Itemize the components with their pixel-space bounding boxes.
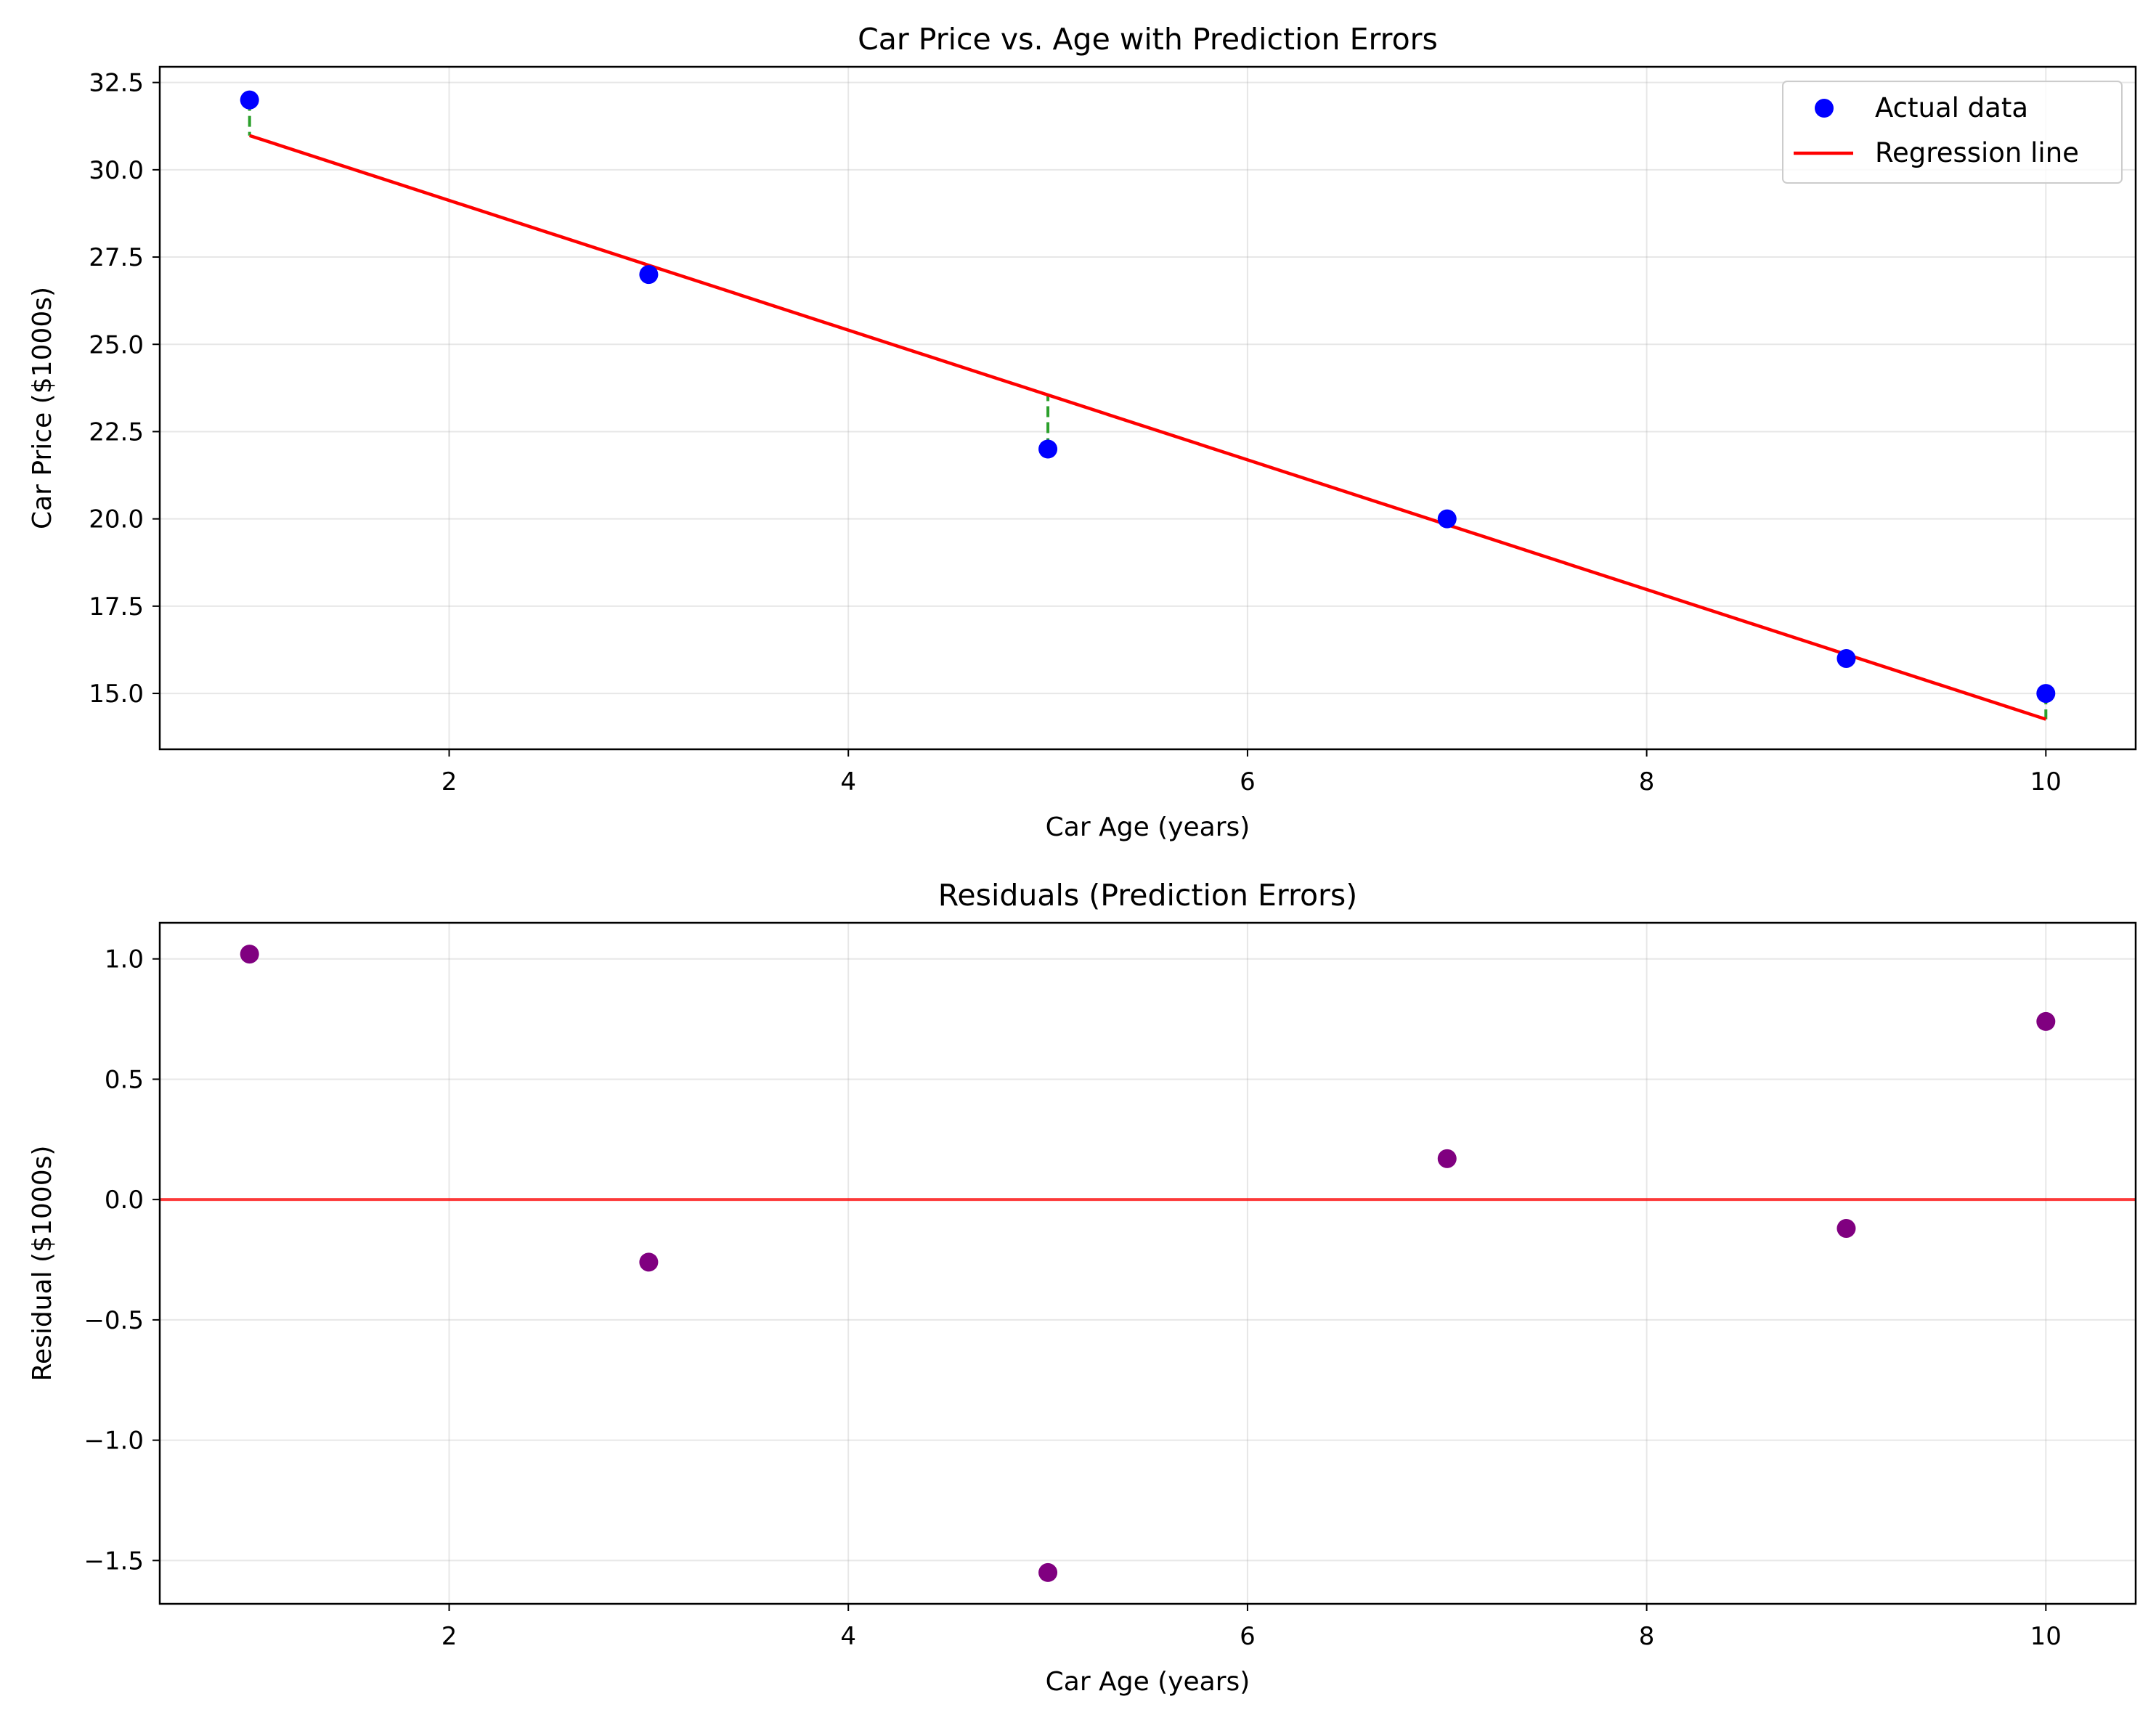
x-tick-label: 4 <box>840 1622 856 1651</box>
data-point <box>1437 1149 1457 1168</box>
chart-title: Car Price vs. Age with Prediction Errors <box>858 22 1438 57</box>
data-point <box>1038 439 1058 459</box>
legend: Actual data Regression line <box>1782 81 2123 184</box>
y-tick-label: 15.0 <box>89 680 144 709</box>
x-tick-label: 8 <box>1639 767 1655 796</box>
y-tick-label: 1.0 <box>105 945 144 974</box>
axes-frame <box>158 921 2137 1605</box>
y-tick-label: 27.5 <box>89 243 144 272</box>
x-tick-label: 10 <box>2030 767 2062 796</box>
chart-title: Residuals (Prediction Errors) <box>938 878 1358 913</box>
y-tick-label: 0.0 <box>105 1186 144 1215</box>
data-point <box>2036 684 2056 704</box>
y-tick-label: 22.5 <box>89 417 144 447</box>
x-tick-label: 6 <box>1240 767 1256 796</box>
x-tick-label: 8 <box>1639 1622 1655 1651</box>
regression-line <box>248 134 2047 721</box>
y-tick-label: 17.5 <box>89 592 144 621</box>
plot-data <box>240 90 2056 721</box>
data-point <box>2036 1011 2056 1031</box>
legend-box <box>1782 81 2123 184</box>
x-axis-label: Car Age (years) <box>1046 812 1250 842</box>
data-point <box>1836 648 1856 668</box>
y-tick-label: 20.0 <box>89 505 144 534</box>
x-tick-label: 6 <box>1240 1622 1256 1651</box>
legend-marker-actual-data <box>1815 99 1834 118</box>
legend-label: Actual data <box>1875 92 2028 123</box>
y-tick-label: 0.5 <box>105 1065 144 1094</box>
data-point <box>639 1252 659 1272</box>
x-tick-label: 2 <box>442 1622 457 1651</box>
y-tick-label: 32.5 <box>89 69 144 98</box>
x-tick-label: 4 <box>840 767 856 796</box>
chart-panel-2: 2 4 6 8 10 −1.5 −1.0 −0.5 0.0 0.5 1.0 Residuals (Pr… <box>28 878 2137 1697</box>
y-tick-label: −1.5 <box>84 1546 144 1576</box>
data-point <box>240 945 259 964</box>
x-tick-label: 10 <box>2030 1622 2062 1651</box>
y-tick-label: −0.5 <box>84 1306 144 1335</box>
plot-data <box>160 945 2136 1582</box>
data-point <box>1038 1562 1058 1582</box>
y-axis-label: Residual ($1000s) <box>28 1146 57 1382</box>
y-axis-label: Car Price ($1000s) <box>28 287 57 529</box>
axes-frame <box>158 65 2137 751</box>
chart-panel-1: 2 4 6 8 10 15.0 17.5 20.0 22.5 25.0 27.5 30.0 32.5 Ca… <box>28 22 2137 842</box>
legend-label: Regression line <box>1875 137 2079 168</box>
y-tick-label: 30.0 <box>89 156 144 185</box>
data-point <box>639 265 659 285</box>
data-point <box>1836 1218 1856 1238</box>
data-point <box>1437 509 1457 529</box>
y-tick-label: −1.0 <box>84 1427 144 1456</box>
y-tick-label: 25.0 <box>89 330 144 359</box>
x-axis-label: Car Age (years) <box>1046 1667 1250 1697</box>
data-point <box>240 90 259 110</box>
x-tick-label: 2 <box>442 767 457 796</box>
